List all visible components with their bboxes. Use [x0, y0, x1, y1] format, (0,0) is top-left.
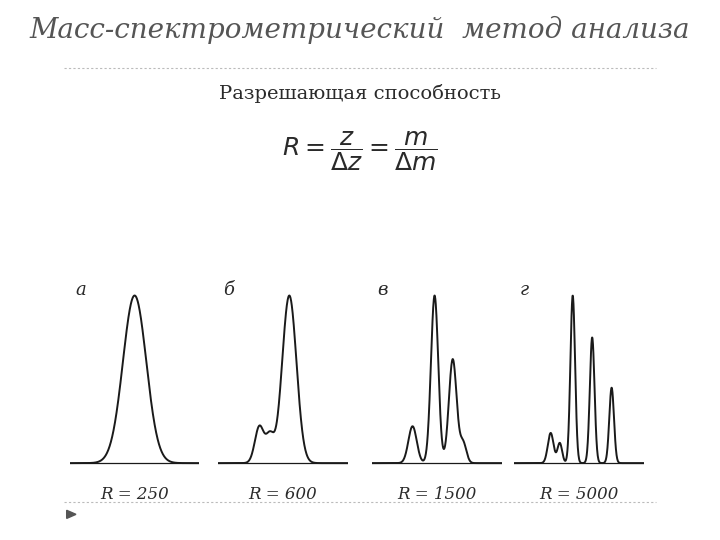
Text: R = 600: R = 600 — [248, 486, 318, 503]
Text: R = 5000: R = 5000 — [539, 486, 619, 503]
Polygon shape — [67, 510, 76, 518]
Text: $R = \dfrac{z}{\Delta z} = \dfrac{m}{\Delta m}$: $R = \dfrac{z}{\Delta z} = \dfrac{m}{\De… — [282, 130, 438, 173]
Text: R = 1500: R = 1500 — [397, 486, 477, 503]
Text: Разрешающая способность: Разрешающая способность — [219, 84, 501, 103]
Text: R = 250: R = 250 — [100, 486, 169, 503]
Text: Масс-спектрометрический  метод анализа: Масс-спектрометрический метод анализа — [30, 16, 690, 44]
